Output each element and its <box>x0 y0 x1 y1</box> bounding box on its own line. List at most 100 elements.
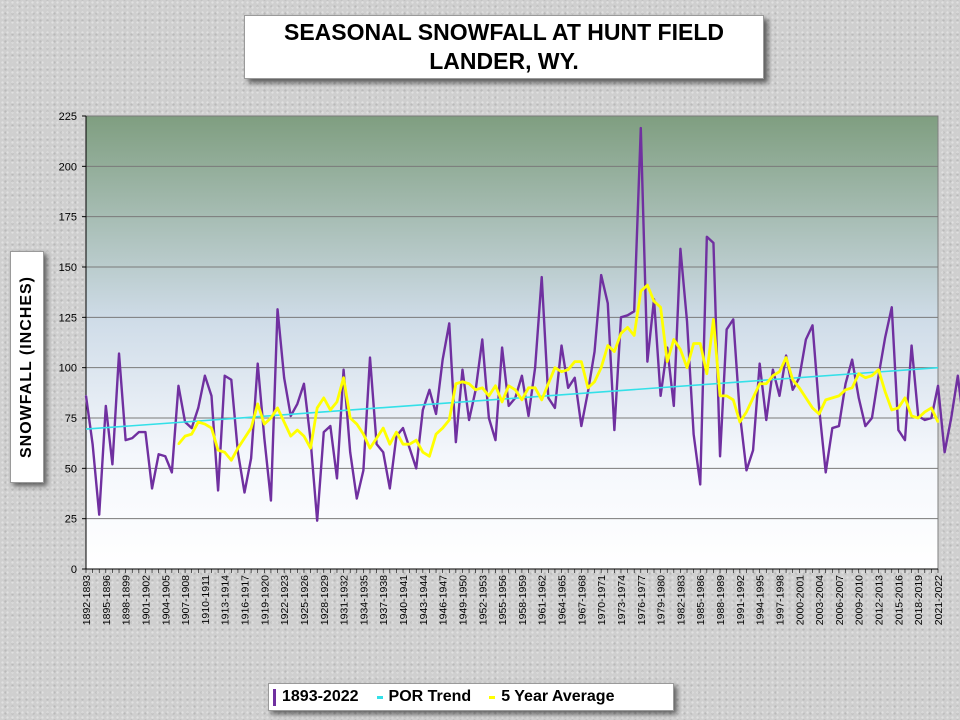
average-point <box>342 376 345 379</box>
seasonal-point <box>910 344 913 347</box>
x-tick-label: 1991-1992 <box>735 575 747 625</box>
average-point <box>719 394 721 397</box>
seasonal-point <box>501 346 503 349</box>
seasonal-point <box>276 308 279 311</box>
x-tick-label: 1916-1917 <box>240 575 252 625</box>
seasonal-point <box>329 425 332 427</box>
average-point <box>494 384 497 387</box>
average-point <box>778 370 781 373</box>
average-point <box>296 429 299 431</box>
seasonal-point <box>223 374 226 377</box>
average-point <box>699 342 702 345</box>
seasonal-point <box>461 368 464 371</box>
seasonal-point <box>448 322 451 325</box>
y-tick-label: 75 <box>65 413 77 425</box>
average-point <box>917 417 920 419</box>
average-point <box>243 437 246 440</box>
seasonal-point <box>98 513 101 516</box>
seasonal-point <box>580 425 583 427</box>
average-point <box>567 368 570 371</box>
seasonal-point <box>217 489 219 492</box>
average-point <box>514 388 517 391</box>
average-point <box>818 413 821 415</box>
average-point <box>659 306 662 309</box>
average-point <box>587 386 589 389</box>
seasonal-point <box>322 431 325 433</box>
seasonal-point <box>362 469 365 472</box>
x-tick-label: 2000-2001 <box>794 575 806 625</box>
seasonal-point <box>487 417 490 419</box>
seasonal-point <box>851 358 854 361</box>
seasonal-point <box>679 247 682 250</box>
average-point <box>705 372 708 375</box>
y-axis-label-box: SNOWFALL (INCHES) <box>10 251 44 483</box>
average-point <box>725 394 728 397</box>
average-point <box>639 290 642 293</box>
average-point <box>851 386 854 389</box>
average-point <box>547 382 550 385</box>
average-point <box>309 447 312 450</box>
x-tick-label: 1976-1977 <box>636 575 648 625</box>
seasonal-point <box>256 362 259 365</box>
seasonal-point <box>454 441 457 444</box>
average-point <box>388 443 391 446</box>
seasonal-point <box>230 378 233 381</box>
seasonal-point <box>289 415 292 417</box>
x-tick-label: 1931-1932 <box>339 575 351 625</box>
seasonal-point <box>771 368 774 371</box>
average-point <box>223 451 226 454</box>
seasonal-point <box>639 127 642 129</box>
chart-subtitle: LANDER, WY. <box>429 48 579 74</box>
average-point <box>930 407 933 409</box>
average-point <box>838 394 840 397</box>
seasonal-point <box>593 350 596 353</box>
x-tick-label: 1910-1911 <box>200 575 212 625</box>
seasonal-point <box>375 443 378 446</box>
series-average-line <box>177 283 940 462</box>
average-point <box>606 344 609 347</box>
x-tick-label: 1955-1956 <box>497 575 509 625</box>
average-point <box>421 451 424 454</box>
seasonal-point <box>712 241 715 244</box>
legend-trend-marker <box>376 695 383 699</box>
seasonal-point <box>838 425 840 427</box>
seasonal-point <box>428 388 431 391</box>
x-tick-label: 1937-1938 <box>378 575 390 625</box>
seasonal-point <box>890 306 893 309</box>
x-tick-label: 1961-1962 <box>537 575 549 625</box>
seasonal-point <box>950 417 953 419</box>
x-tick-label: 1967-1968 <box>576 575 588 625</box>
x-tick-label: 2015-2016 <box>893 575 905 625</box>
seasonal-point <box>897 429 900 431</box>
seasonal-point <box>719 455 721 458</box>
y-tick-label: 125 <box>59 312 77 324</box>
legend-average-marker <box>489 695 496 699</box>
seasonal-point <box>930 417 933 419</box>
y-tick-label: 225 <box>59 111 77 123</box>
x-tick-label: 2018-2019 <box>913 575 925 625</box>
average-point <box>441 427 444 429</box>
average-point <box>521 398 523 401</box>
seasonal-point <box>421 409 424 411</box>
seasonal-point <box>435 413 437 415</box>
x-tick-label: 1934-1935 <box>358 575 370 625</box>
seasonal-point <box>811 324 814 327</box>
seasonal-point <box>600 274 603 276</box>
average-point <box>203 423 206 425</box>
average-point <box>256 403 259 405</box>
average-point <box>626 326 629 329</box>
plot-area <box>85 115 939 570</box>
seasonal-point <box>151 487 153 490</box>
average-point <box>276 407 279 409</box>
seasonal-point <box>131 437 134 440</box>
average-point <box>402 443 404 446</box>
average-point <box>811 407 814 409</box>
average-point <box>765 382 768 385</box>
seasonal-point <box>243 491 246 494</box>
legend-average-label: 5 Year Average <box>501 688 615 705</box>
y-tick-label: 50 <box>65 463 77 475</box>
average-point <box>448 419 451 421</box>
seasonal-point <box>494 439 497 442</box>
x-tick-label: 1904-1905 <box>160 575 172 625</box>
